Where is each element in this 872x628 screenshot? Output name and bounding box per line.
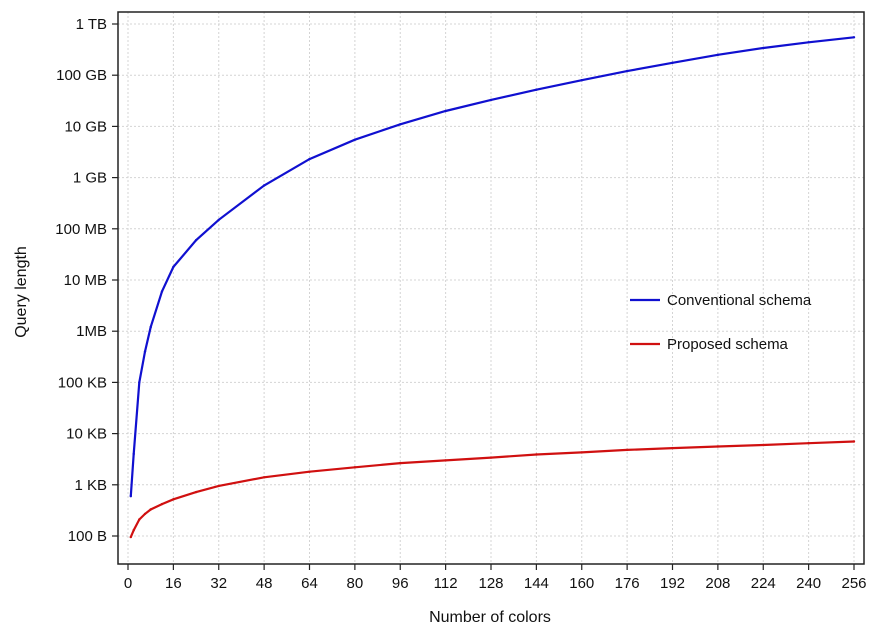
y-axis-label: Query length	[13, 246, 30, 338]
x-tick-label-0: 0	[124, 575, 132, 592]
data-point-conventional-2	[138, 381, 141, 384]
data-point-conventional-8	[217, 218, 220, 221]
data-point-proposed-9	[262, 476, 266, 479]
y-tick-label-10: 1 TB	[76, 16, 107, 33]
data-point-conventional-12	[399, 123, 402, 126]
y-tick-label-9: 100 GB	[56, 67, 107, 84]
legend: Conventional schema Proposed schema	[630, 292, 812, 353]
x-tick-label-176: 176	[615, 575, 640, 592]
data-point-proposed-10	[308, 470, 311, 473]
data-point-proposed-3	[143, 512, 147, 516]
x-tick-label-160: 160	[569, 575, 594, 592]
data-point-conventional-19	[716, 53, 720, 56]
data-point-proposed-8	[217, 484, 220, 488]
x-tick-label-128: 128	[478, 575, 503, 592]
data-point-proposed-17	[625, 448, 629, 452]
series-lines	[129, 36, 856, 539]
data-point-proposed-21	[807, 442, 810, 445]
x-tick-label-32: 32	[210, 575, 227, 592]
data-point-conventional-22	[852, 36, 856, 39]
x-tick-label-80: 80	[347, 575, 364, 592]
data-point-proposed-20	[762, 443, 765, 447]
series-line-conventional	[129, 36, 855, 497]
data-point-proposed-16	[580, 451, 583, 454]
x-tick-label-208: 208	[705, 575, 730, 592]
data-point-proposed-2	[138, 518, 141, 521]
data-point-proposed-11	[353, 466, 357, 469]
data-point-proposed-19	[716, 445, 720, 448]
data-point-proposed-14	[489, 456, 493, 459]
data-point-conventional-1	[132, 452, 135, 456]
y-tick-label-1: 1 KB	[74, 477, 107, 494]
legend-label-proposed: Proposed schema	[667, 336, 789, 353]
y-tick-label-8: 10 GB	[64, 118, 107, 135]
data-point-proposed-22	[852, 440, 856, 443]
x-tick-label-64: 64	[301, 575, 318, 592]
y-tick-label-0: 100 B	[68, 528, 107, 545]
x-tick-label-192: 192	[660, 575, 685, 592]
x-tick-label-224: 224	[751, 575, 776, 592]
data-point-proposed-6	[172, 498, 175, 501]
data-point-conventional-11	[353, 138, 357, 141]
grid-lines	[118, 12, 864, 564]
x-tick-label-96: 96	[392, 575, 409, 592]
data-point-proposed-18	[671, 446, 674, 450]
data-point-conventional-21	[807, 41, 810, 44]
x-tick-label-256: 256	[841, 575, 866, 592]
data-point-proposed-7	[194, 490, 198, 494]
data-point-proposed-0	[129, 535, 132, 539]
data-point-conventional-0	[129, 495, 132, 498]
y-tick-label-2: 10 KB	[66, 426, 107, 443]
x-tick-label-144: 144	[524, 575, 549, 592]
data-point-conventional-7	[194, 239, 198, 242]
x-tick-label-16: 16	[165, 575, 182, 592]
data-point-conventional-13	[444, 109, 447, 113]
x-tick-label-112: 112	[434, 575, 458, 592]
y-tick-label-6: 100 MB	[55, 221, 107, 238]
y-tick-label-3: 100 KB	[58, 374, 107, 391]
data-point-conventional-18	[671, 61, 674, 64]
data-point-proposed-12	[399, 461, 402, 465]
data-point-conventional-15	[535, 88, 538, 91]
data-point-proposed-1	[132, 529, 135, 532]
data-point-conventional-10	[308, 157, 311, 161]
y-tick-label-7: 1 GB	[73, 170, 107, 187]
y-tick-label-4: 1MB	[76, 323, 107, 340]
data-point-conventional-9	[262, 184, 266, 187]
series-line-proposed	[129, 440, 855, 538]
legend-label-conventional: Conventional schema	[667, 292, 812, 309]
x-tick-label-48: 48	[256, 575, 273, 592]
axis-ticks: 0 16 32 48 64 80 96 112 128 144 160 176 192 208 224 240…	[55, 16, 866, 592]
y-tick-label-5: 10 MB	[64, 272, 107, 289]
data-point-conventional-14	[489, 98, 493, 102]
data-point-conventional-17	[625, 69, 629, 73]
data-point-conventional-5	[160, 290, 164, 293]
data-point-proposed-15	[535, 453, 538, 456]
x-tick-label-240: 240	[796, 575, 821, 592]
data-point-conventional-6	[172, 265, 175, 269]
data-point-proposed-13	[444, 459, 447, 462]
data-point-conventional-4	[149, 325, 152, 329]
data-point-conventional-20	[762, 46, 765, 50]
data-point-proposed-4	[149, 508, 152, 511]
x-axis-label: Number of colors	[429, 609, 551, 626]
data-point-proposed-5	[160, 502, 164, 506]
data-point-conventional-16	[580, 79, 583, 82]
data-point-conventional-3	[143, 350, 147, 353]
